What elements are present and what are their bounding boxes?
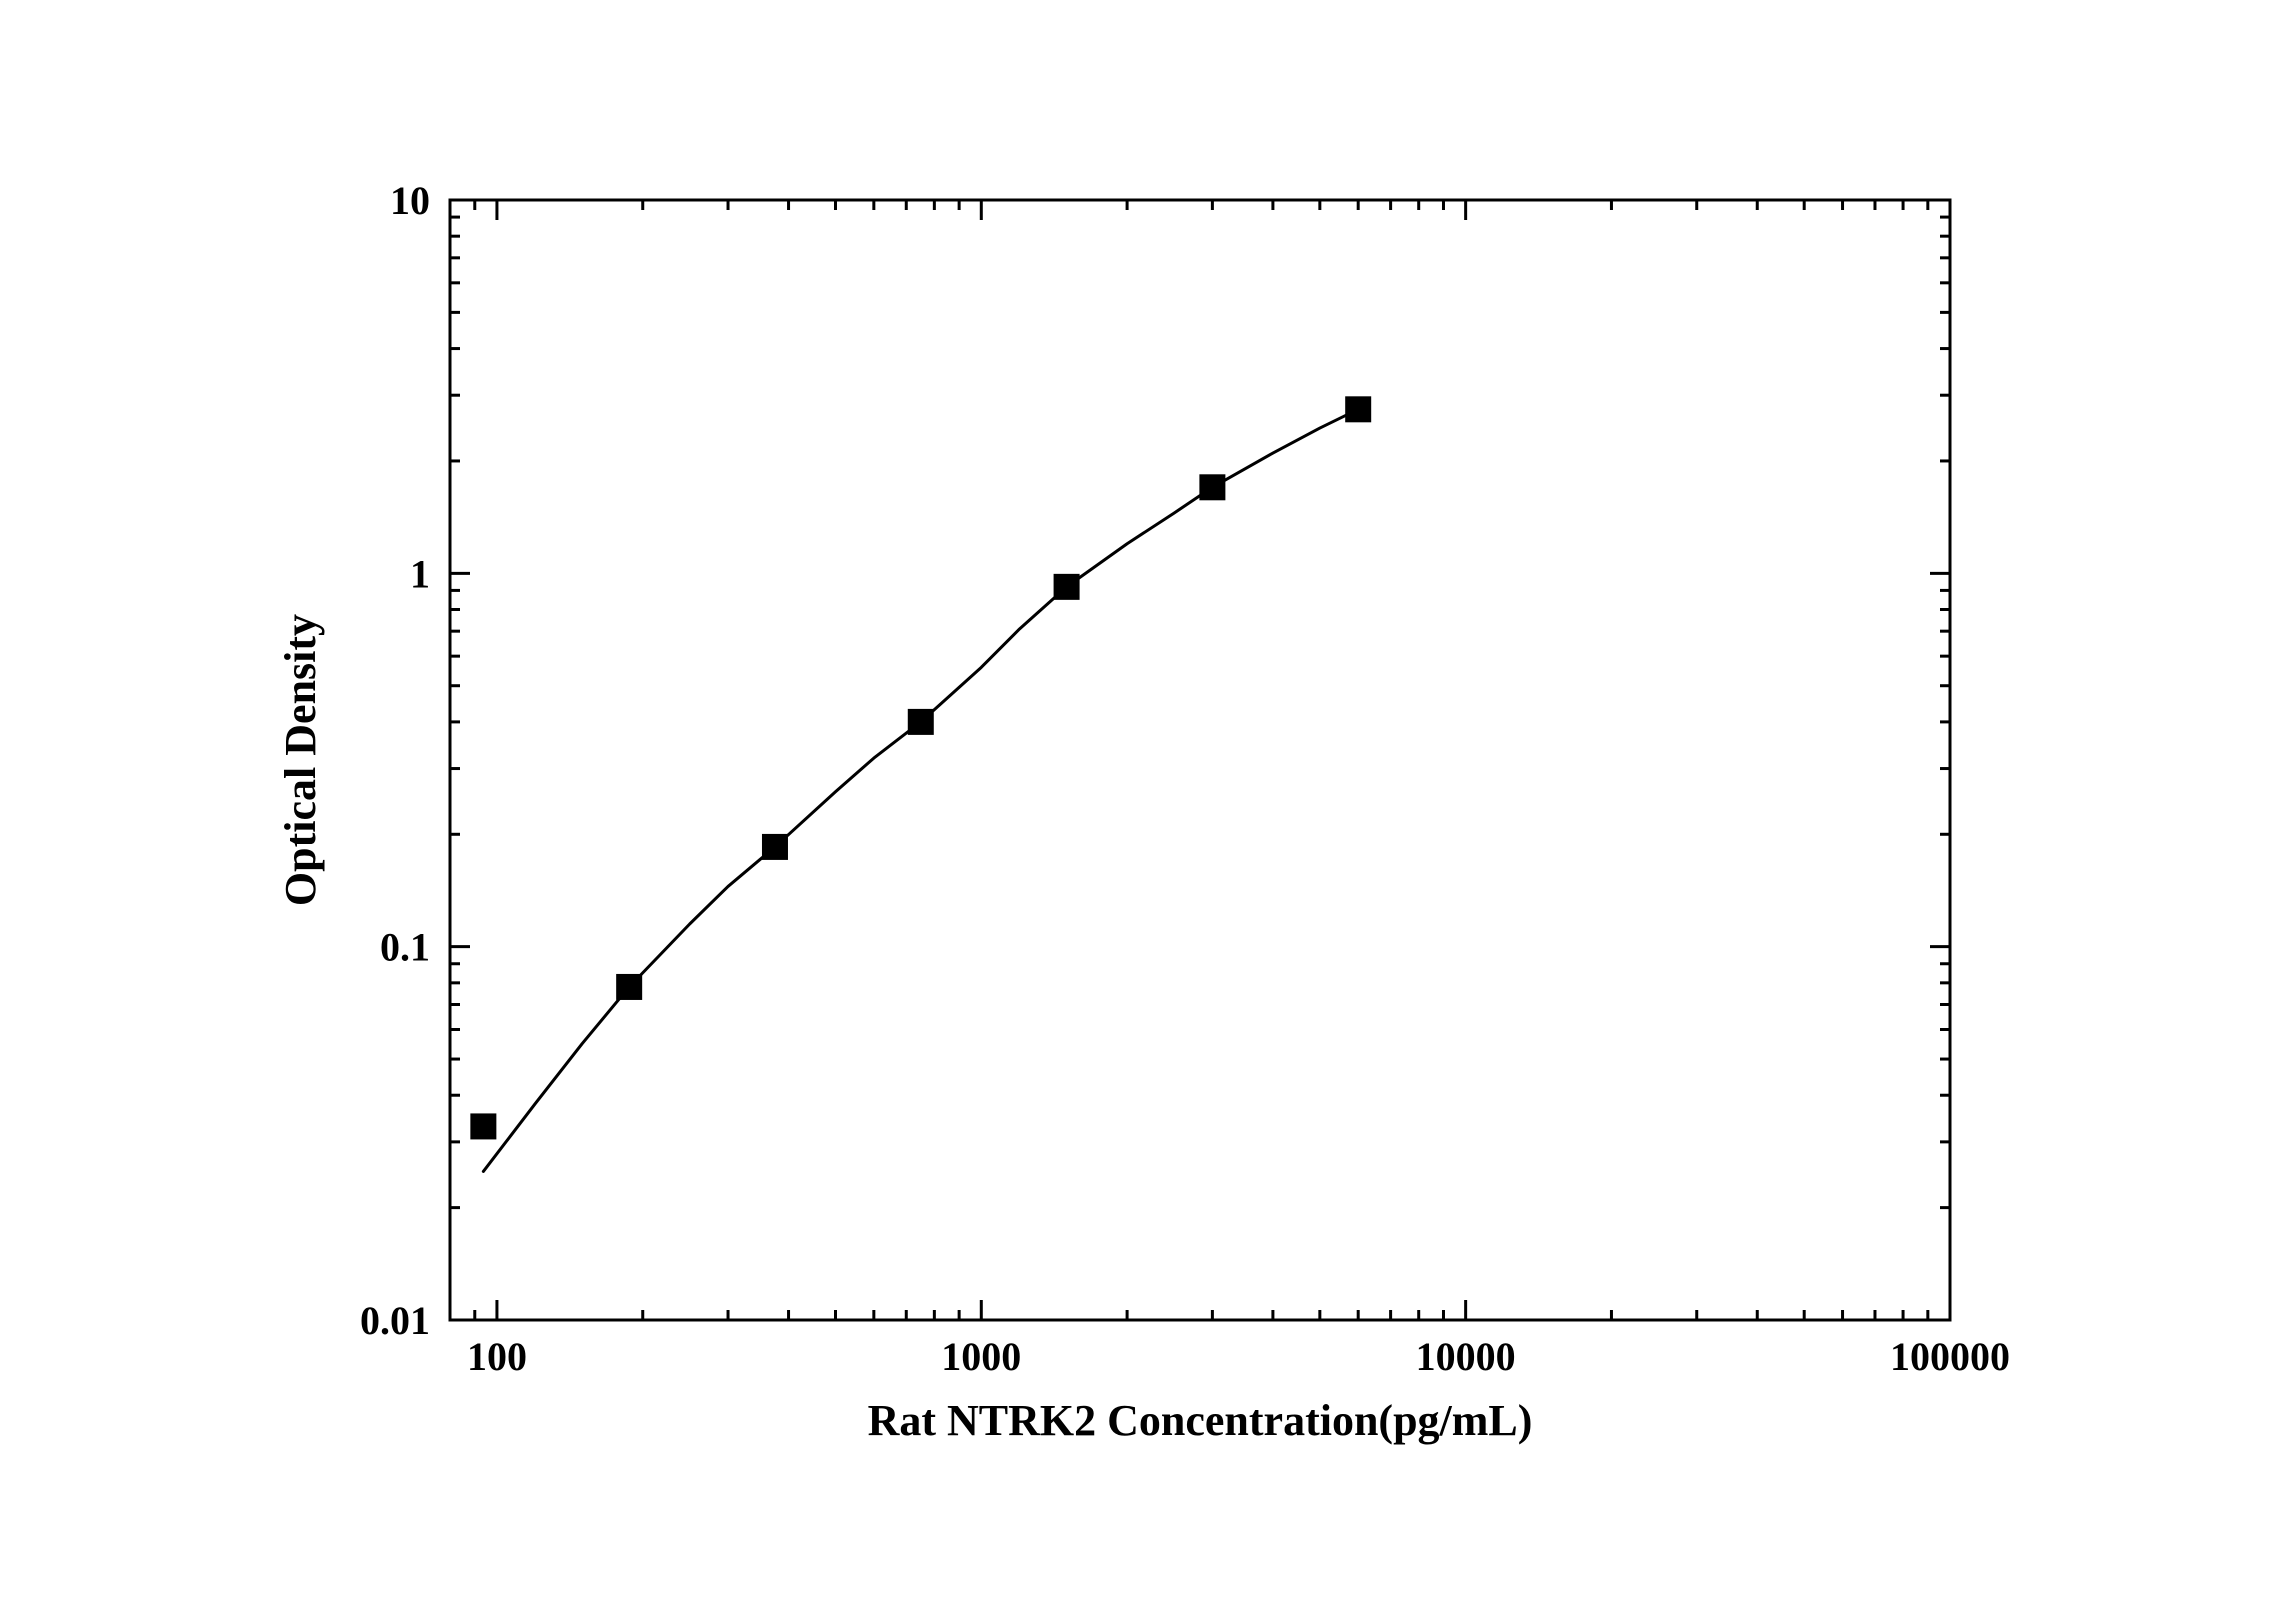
y-axis-label: Optical Density bbox=[276, 614, 325, 906]
y-tick-label: 0.1 bbox=[380, 925, 430, 970]
data-marker bbox=[1199, 474, 1225, 500]
chart-svg: 100 1000 10000 100000 0.01 0.1 1 10 Rat NTRK2 Co… bbox=[0, 0, 2296, 1604]
x-tick-label: 10000 bbox=[1416, 1334, 1516, 1379]
y-tick-label: 0.01 bbox=[360, 1298, 430, 1343]
data-marker bbox=[616, 974, 642, 1000]
x-tick-label: 100 bbox=[467, 1334, 527, 1379]
data-marker bbox=[1345, 396, 1371, 422]
data-marker bbox=[470, 1113, 496, 1139]
x-tick-label: 100000 bbox=[1890, 1334, 2010, 1379]
data-marker bbox=[762, 834, 788, 860]
y-tick-label: 10 bbox=[390, 178, 430, 223]
data-marker bbox=[1054, 574, 1080, 600]
data-marker bbox=[908, 709, 934, 735]
x-tick-label: 1000 bbox=[941, 1334, 1021, 1379]
x-axis-label: Rat NTRK2 Concentration(pg/mL) bbox=[868, 1396, 1533, 1445]
fit-curve bbox=[483, 409, 1358, 1171]
chart-container: 100 1000 10000 100000 0.01 0.1 1 10 Rat NTRK2 Co… bbox=[0, 0, 2296, 1604]
y-tick-label: 1 bbox=[410, 551, 430, 596]
